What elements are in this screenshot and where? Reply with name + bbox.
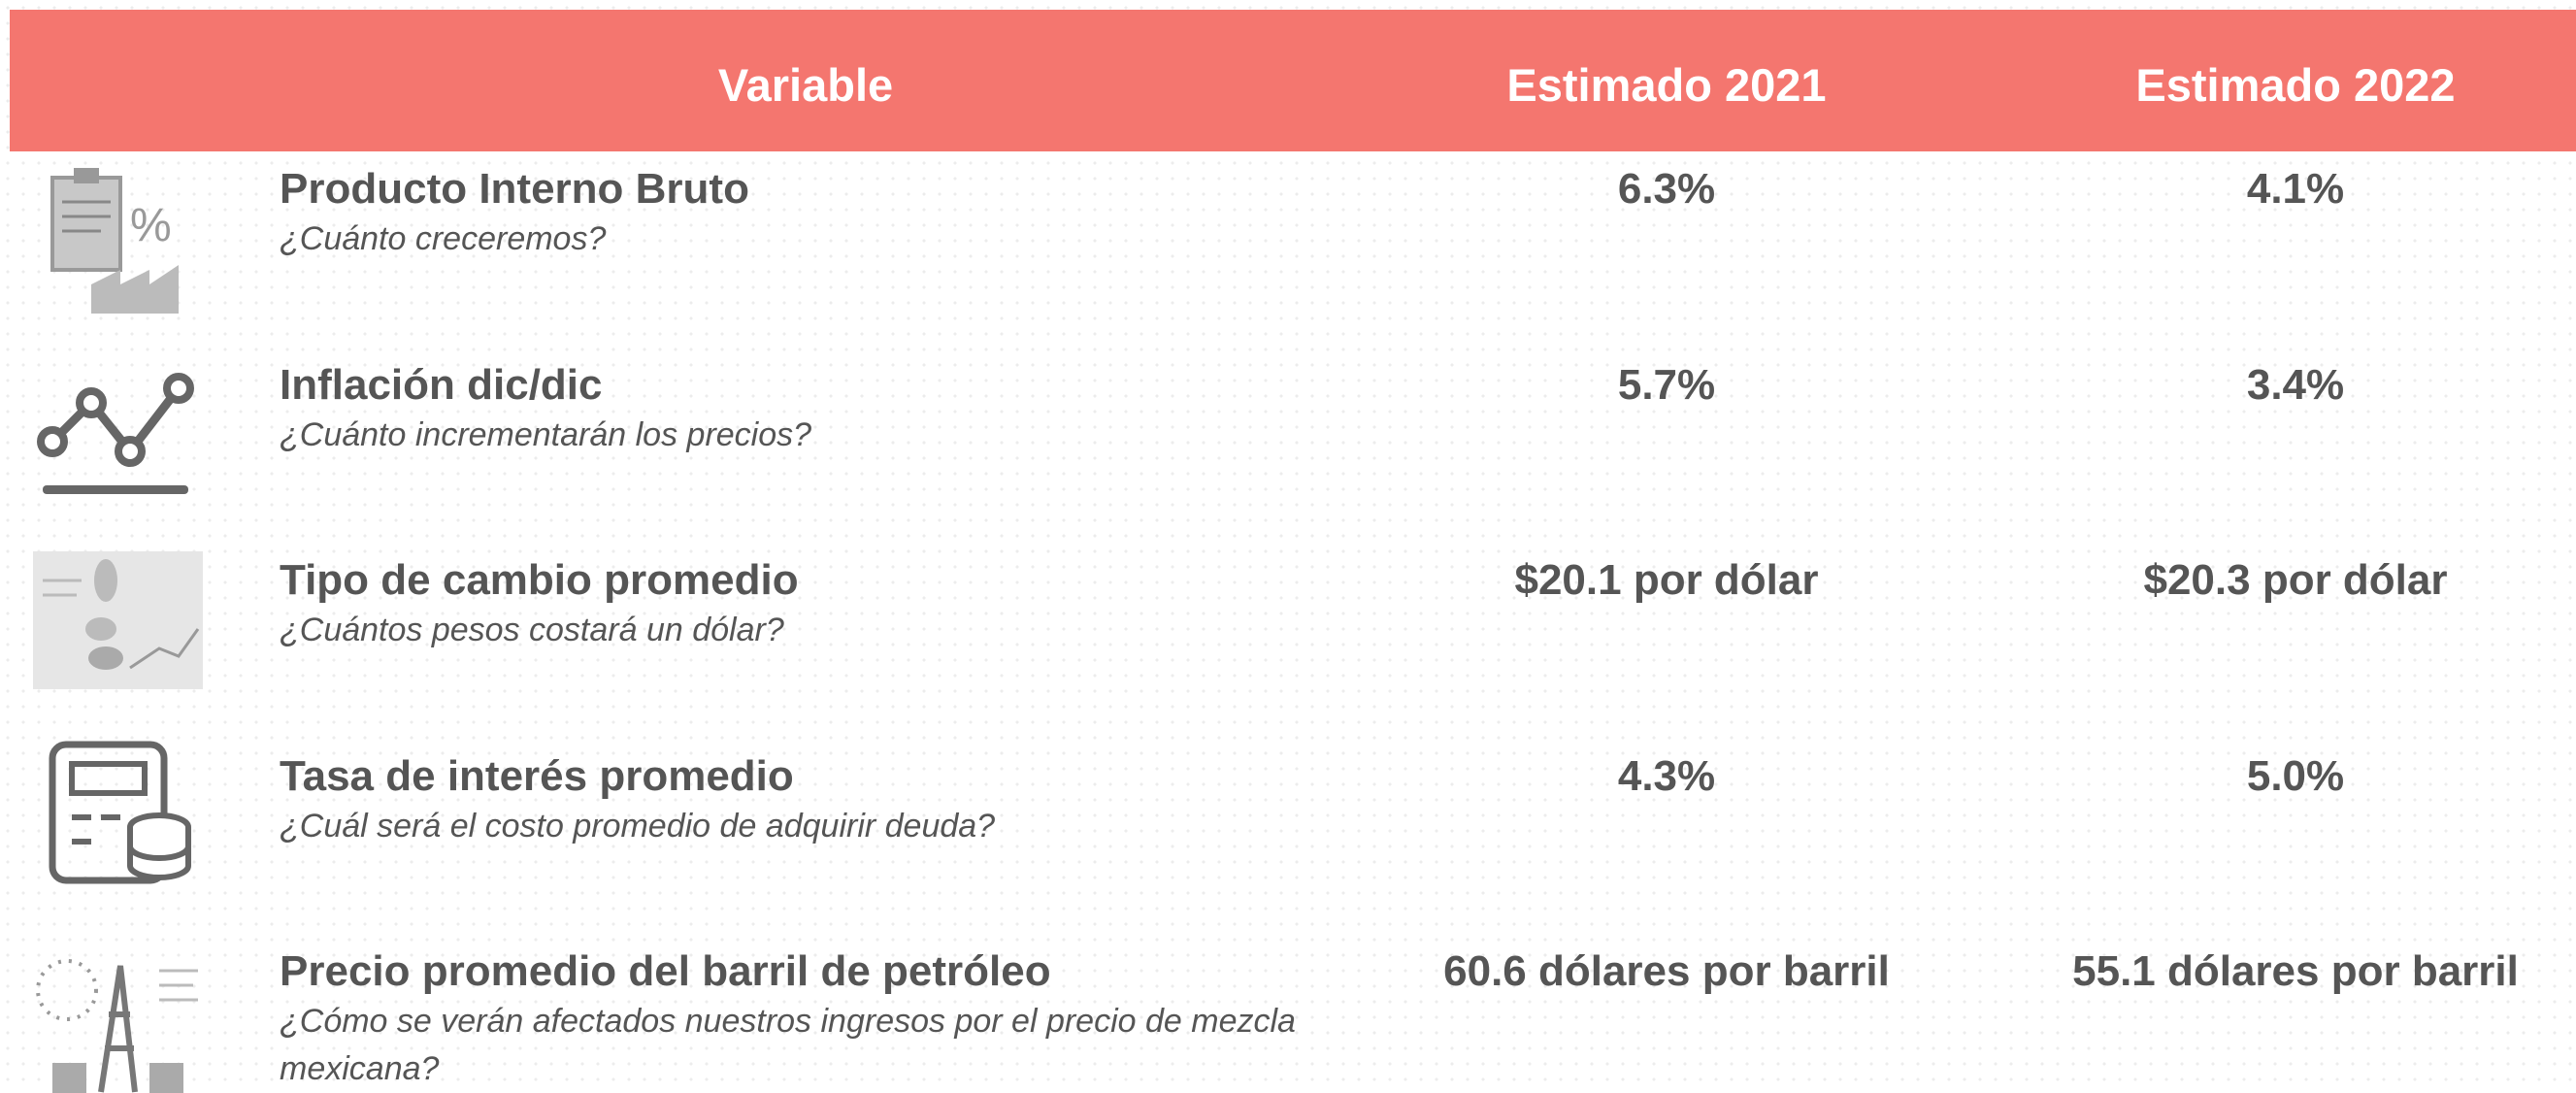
svg-text:%: % [130, 200, 172, 251]
estimate-2021: $20.1 por dólar [1514, 556, 1819, 604]
row-subtitle: ¿Cuál será el costo promedio de adquirir… [280, 807, 996, 845]
estimate-2022: 55.1 dólares por barril [2072, 947, 2519, 995]
header-cell: Estimado 2021 [1506, 59, 1827, 111]
icon-inflation [37, 373, 194, 494]
icon-oil [36, 959, 198, 1093]
row-subtitle: ¿Cuántos pesos costará un dólar? [280, 612, 784, 648]
row-title: Producto Interno Bruto [280, 165, 749, 213]
estimate-2021: 5.7% [1617, 360, 1716, 409]
estimate-2022: 3.4% [2246, 360, 2345, 409]
estimate-2022: 5.0% [2246, 751, 2345, 800]
estimate-2022: 4.1% [2246, 165, 2345, 213]
table-header: Variable Estimado 2021 Estimado 2022 [10, 10, 2576, 151]
icon-gdp: % [50, 168, 179, 314]
row-subtitle: ¿Cómo se verán afectados nuestros ingres… [280, 1003, 1296, 1087]
estimate-2021: 6.3% [1617, 165, 1716, 213]
icon-interest [49, 741, 191, 884]
header-cell: Estimado 2022 [2135, 59, 2456, 111]
row-title: Tipo de cambio promedio [280, 556, 799, 604]
icon-exchange [33, 551, 203, 689]
header-cell: Variable [717, 59, 894, 111]
row-subtitle: ¿Cuánto creceremos? [280, 220, 607, 257]
estimate-2021: 60.6 dólares por barril [1443, 947, 1890, 995]
estimate-2022: $20.3 por dólar [2143, 556, 2448, 604]
row-title: Precio promedio del barril de petróleo [280, 947, 1051, 995]
row-title: Tasa de interés promedio [280, 751, 794, 800]
row-title: Inflación dic/dic [280, 360, 603, 409]
estimate-2021: 4.3% [1617, 751, 1716, 800]
row-subtitle: ¿Cuánto incrementarán los precios? [280, 415, 812, 453]
